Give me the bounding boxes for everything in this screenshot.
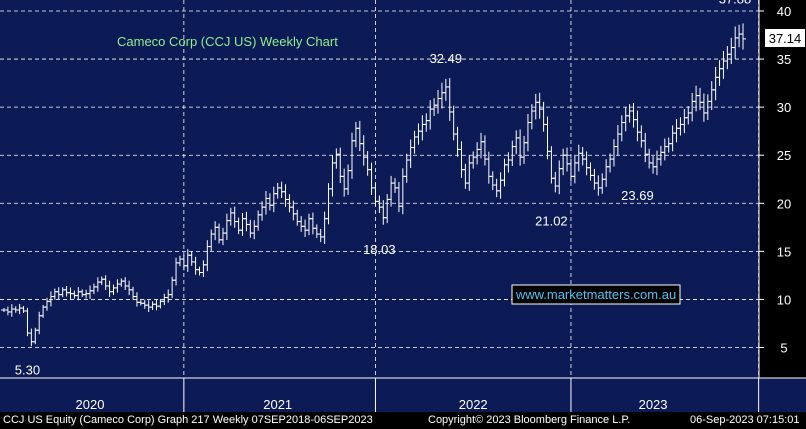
x-axis-band [0,378,806,412]
y-tick-label-25: 25 [777,148,791,163]
annotation-32-49: 32.49 [430,51,463,66]
footer-bar: CCJ US Equity (Cameco Corp) Graph 217 We… [0,412,806,429]
y-tick-label-15: 15 [777,244,791,259]
footer-security-info: CCJ US Equity (Cameco Corp) Graph 217 We… [3,414,373,426]
chart-title: Cameco Corp (CCJ US) Weekly Chart [117,34,338,49]
annotation-23-69: 23.69 [621,188,654,203]
last-price-tag: 37.14 [765,29,805,47]
y-tick-label-35: 35 [777,52,791,67]
x-tick-label-2021: 2021 [263,397,292,412]
price-annotations: 5.30 18.03 32.49 21.02 23.69 37.88 [15,0,751,378]
footer-timestamp: 06-Sep-2023 07:15:01 [690,414,800,426]
last-price-value: 37.14 [769,31,802,46]
annotation-18-03: 18.03 [363,242,396,257]
annotation-21-02: 21.02 [535,213,568,228]
footer-copyright: Copyright© 2023 Bloomberg Finance L.P. [428,414,631,426]
y-tick-label-20: 20 [777,196,791,211]
x-tick-label-2022: 2022 [459,397,488,412]
y-axis: 5 10 15 20 25 30 35 40 [758,0,791,378]
ohlc-bar-189 [740,23,746,50]
x-tick-label-2020: 2020 [76,397,105,412]
y-tick-label-40: 40 [777,4,791,19]
plot-background [0,0,759,378]
y-tick-label-30: 30 [777,100,791,115]
ohlc-bars [1,23,746,347]
annotation-5-30: 5.30 [15,363,40,378]
watermark-text: www.marketmatters.com.au [515,287,676,302]
watermark-box: www.marketmatters.com.au [511,284,681,305]
x-tick-label-2023: 2023 [639,397,668,412]
horizontal-gridlines [0,10,759,348]
y-tick-label-10: 10 [777,292,791,307]
y-tick-label-5: 5 [780,341,787,356]
x-axis: 2020 2021 2022 2023 [0,377,806,412]
annotation-37-88: 37.88 [719,0,752,6]
